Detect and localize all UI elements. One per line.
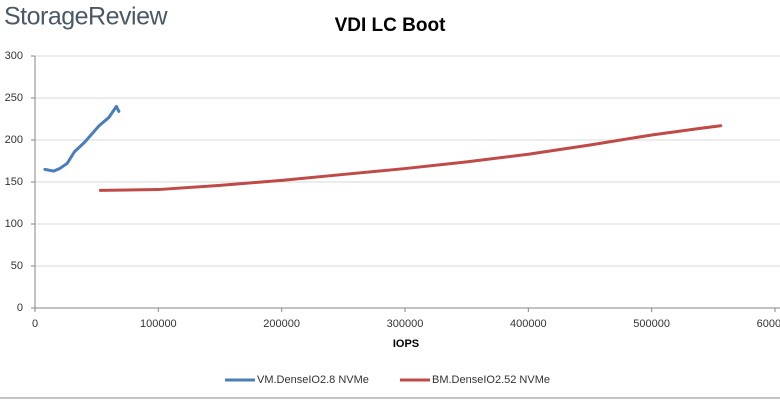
logo: StorageReview (4, 3, 168, 31)
y-tick-label: 250 (5, 92, 23, 104)
x-tick-label: 100000 (140, 318, 177, 330)
x-tick-label: 400000 (510, 318, 547, 330)
y-tick-label: 200 (5, 134, 23, 146)
y-tick-label: 0 (17, 302, 23, 314)
x-tick-label: 200000 (263, 318, 300, 330)
series-line (43, 104, 121, 173)
x-axis-label: IOPS (393, 338, 419, 350)
x-tick-label: 600000 (757, 318, 780, 330)
y-tick-label: 300 (5, 50, 23, 62)
series-line (98, 124, 723, 192)
y-tick-label: 150 (5, 176, 23, 188)
y-tick-label: 100 (5, 218, 23, 230)
chart-title: VDI LC Boot (335, 15, 446, 36)
x-tick-label: 0 (32, 318, 38, 330)
y-tick-label: 50 (11, 260, 23, 272)
x-tick-label: 300000 (387, 318, 424, 330)
legend-label: BM.DenseIO2.52 NVMe (432, 374, 550, 386)
legend-label: VM.DenseIO2.8 NVMe (257, 374, 369, 386)
x-tick-label: 500000 (633, 318, 670, 330)
